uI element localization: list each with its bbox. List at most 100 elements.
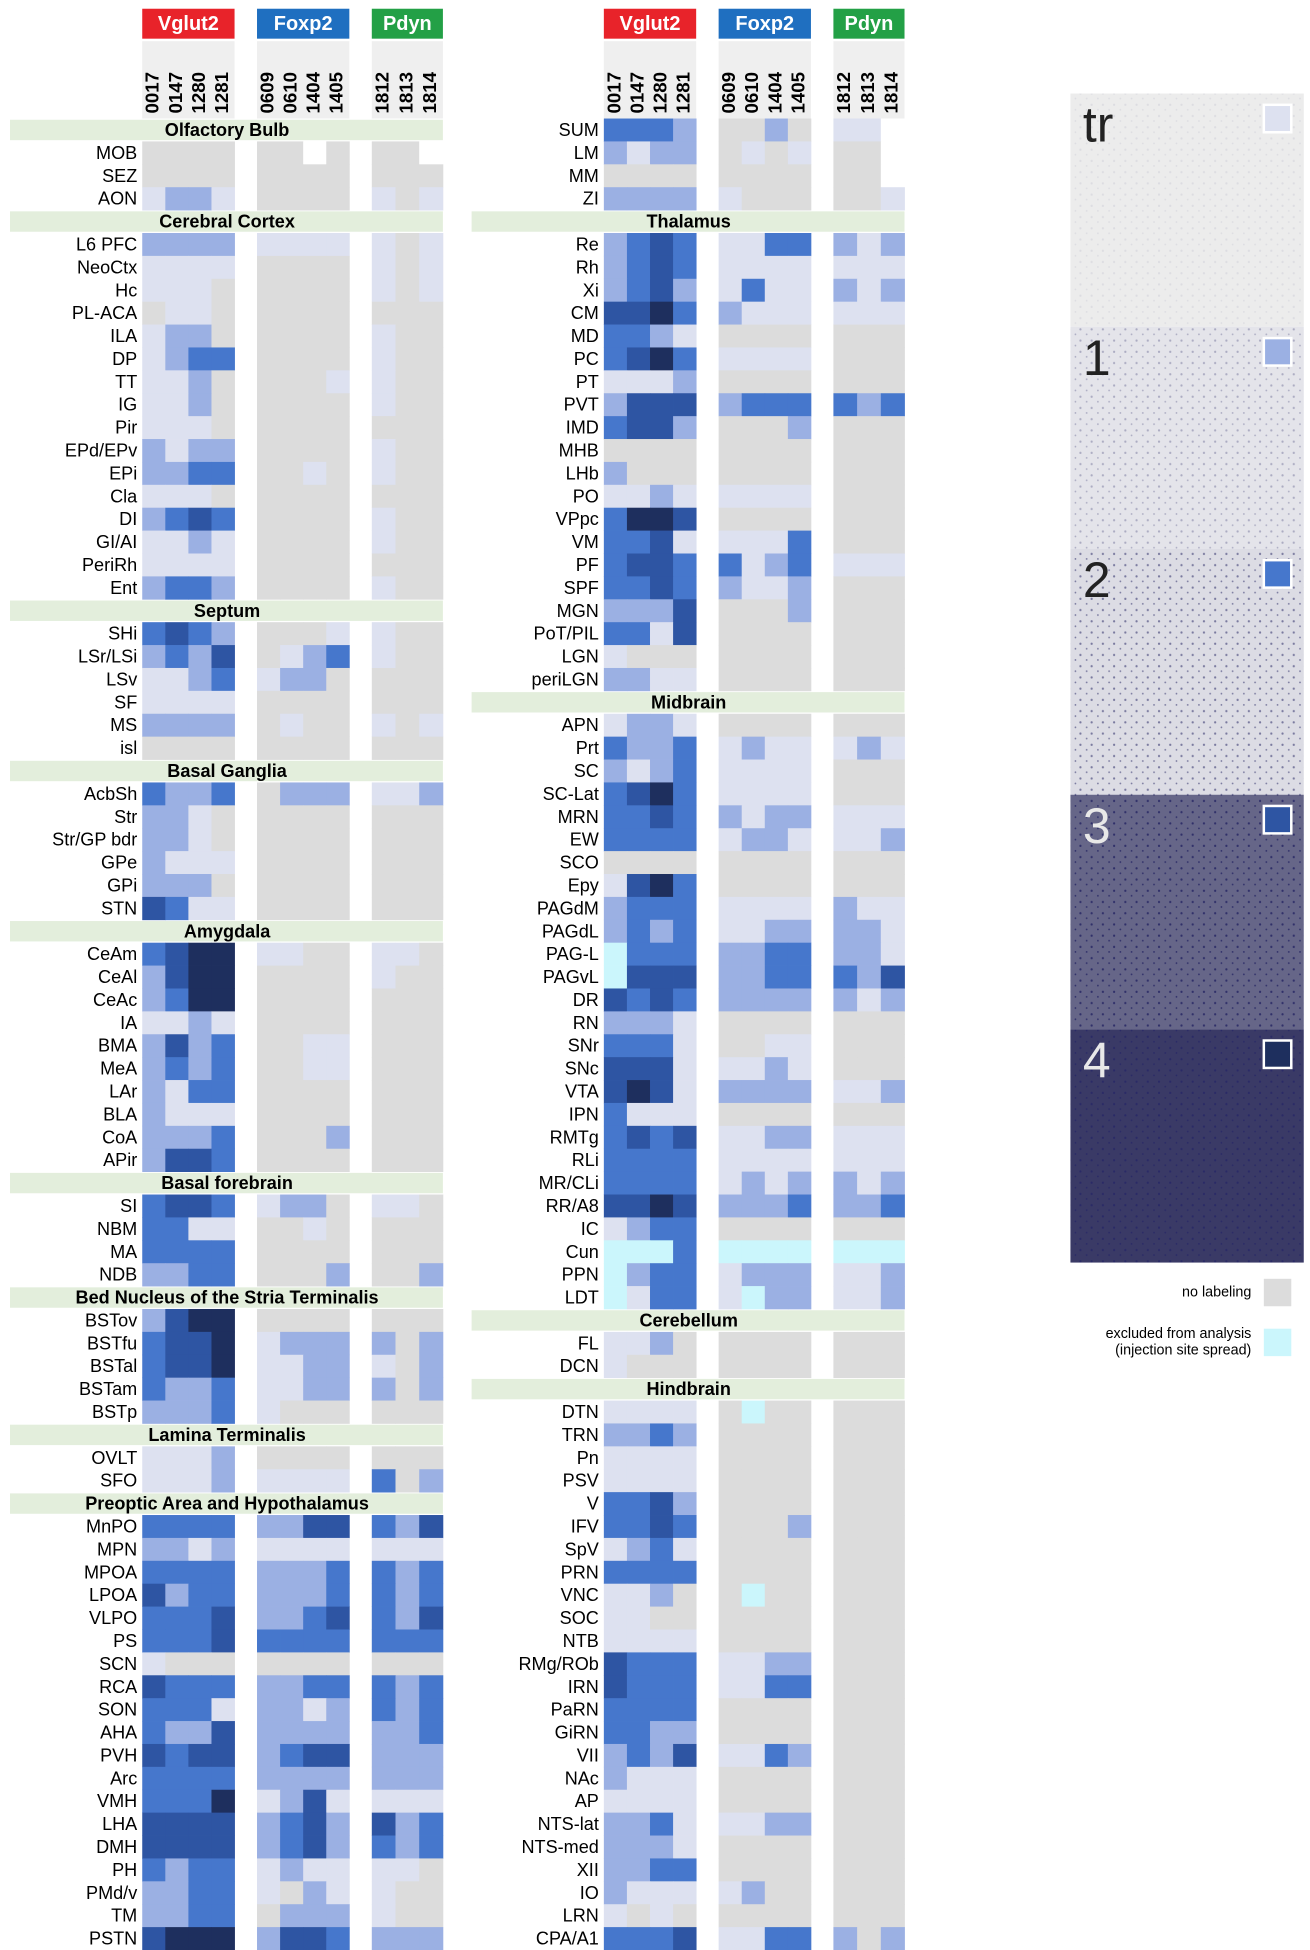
heat-cell bbox=[211, 1354, 235, 1379]
heat-cell bbox=[395, 1377, 420, 1401]
heat-cell bbox=[650, 1560, 674, 1585]
region-label: EPd/EPv bbox=[65, 441, 137, 461]
heat-cell bbox=[326, 370, 350, 394]
heat-cell bbox=[280, 736, 304, 760]
heat-cell bbox=[764, 416, 789, 440]
section-band bbox=[9, 600, 443, 621]
heat-cell bbox=[880, 301, 905, 325]
heat-cell bbox=[395, 1560, 420, 1585]
heat-cell bbox=[626, 118, 651, 142]
heat-cell bbox=[188, 1240, 212, 1264]
heat-cell bbox=[764, 1675, 789, 1699]
heat-cell bbox=[787, 1263, 812, 1287]
heat-cell bbox=[303, 1469, 327, 1493]
region-label: AcbSh bbox=[84, 784, 137, 804]
heat-cell bbox=[857, 1789, 882, 1814]
heat-cell bbox=[395, 1881, 420, 1905]
heat-cell bbox=[603, 118, 628, 142]
heat-cell bbox=[142, 370, 166, 394]
heat-cell bbox=[787, 1766, 812, 1791]
heat-cell bbox=[787, 1583, 812, 1607]
heat-cell bbox=[673, 736, 697, 760]
heat-cell bbox=[857, 1515, 882, 1539]
heat-cell bbox=[371, 736, 396, 760]
heat-cell bbox=[419, 1652, 444, 1676]
heat-cell bbox=[188, 187, 212, 211]
heat-cell bbox=[188, 1560, 212, 1585]
heat-cell bbox=[764, 393, 789, 417]
heat-cell bbox=[650, 1171, 674, 1195]
heat-cell bbox=[303, 851, 327, 875]
heat-cell bbox=[280, 1835, 304, 1859]
heat-cell bbox=[857, 1766, 882, 1791]
heat-cell bbox=[419, 1148, 444, 1172]
heat-cell bbox=[211, 1537, 235, 1562]
legend-label: (injection site spread) bbox=[1115, 1342, 1251, 1358]
heat-cell bbox=[303, 1080, 327, 1104]
heat-cell bbox=[257, 1698, 281, 1722]
heat-cell bbox=[211, 1721, 235, 1745]
heat-cell bbox=[280, 1858, 304, 1882]
heat-cell bbox=[880, 1835, 905, 1859]
region-label: LDT bbox=[565, 1288, 599, 1308]
heat-cell bbox=[395, 278, 420, 303]
heat-cell bbox=[326, 1057, 350, 1081]
heat-cell bbox=[650, 828, 674, 852]
heat-cell bbox=[326, 713, 350, 738]
heat-cell bbox=[419, 1102, 444, 1127]
heat-cell bbox=[257, 622, 281, 646]
heat-cell bbox=[857, 1537, 882, 1562]
heat-cell bbox=[741, 1446, 766, 1470]
heat-cell bbox=[787, 965, 812, 989]
heat-cell bbox=[188, 1835, 212, 1859]
heat-cell bbox=[303, 713, 327, 738]
heat-cell bbox=[188, 942, 212, 966]
heat-cell bbox=[165, 1743, 189, 1768]
heat-cell bbox=[165, 1721, 189, 1745]
group-box bbox=[833, 8, 905, 39]
heat-cell bbox=[603, 1240, 628, 1264]
section-band bbox=[9, 211, 443, 232]
heat-cell bbox=[303, 1583, 327, 1607]
heat-cell bbox=[257, 1927, 281, 1950]
group-label: Vglut2 bbox=[158, 13, 219, 35]
region-label: AHA bbox=[100, 1723, 138, 1743]
heat-cell bbox=[833, 118, 858, 142]
heat-cell bbox=[303, 1400, 327, 1424]
heat-cell bbox=[395, 1858, 420, 1882]
heat-cell bbox=[257, 1102, 281, 1127]
column-id: 1812 bbox=[372, 72, 393, 114]
heat-cell bbox=[650, 278, 674, 303]
heat-cell bbox=[880, 1263, 905, 1287]
heat-cell bbox=[395, 1102, 420, 1127]
heat-cell bbox=[395, 965, 420, 989]
heat-cell bbox=[165, 1217, 189, 1241]
heat-cell bbox=[280, 1034, 304, 1058]
heat-cell bbox=[326, 324, 350, 348]
heat-cell bbox=[857, 828, 882, 852]
heat-cell bbox=[419, 1446, 444, 1470]
heat-cell bbox=[787, 507, 812, 531]
heat-cell bbox=[764, 1515, 789, 1539]
heat-cell bbox=[741, 1789, 766, 1814]
heat-cell bbox=[603, 1835, 628, 1859]
heat-cell bbox=[188, 851, 212, 875]
heat-cell bbox=[188, 164, 212, 188]
heat-cell bbox=[880, 1469, 905, 1493]
heat-cell bbox=[787, 1675, 812, 1699]
heat-cell bbox=[326, 301, 350, 325]
heat-cell bbox=[741, 1675, 766, 1699]
heat-cell bbox=[833, 553, 858, 577]
heat-cell bbox=[673, 1515, 697, 1539]
heat-cell bbox=[142, 1057, 166, 1081]
heat-cell bbox=[764, 1423, 789, 1447]
heat-cell bbox=[211, 1858, 235, 1882]
heat-cell bbox=[326, 667, 350, 692]
heat-cell bbox=[626, 324, 651, 348]
heat-cell bbox=[188, 1583, 212, 1607]
heat-cell bbox=[603, 1766, 628, 1791]
heat-cell bbox=[142, 1766, 166, 1791]
group-label: Vglut2 bbox=[620, 13, 681, 35]
heat-cell bbox=[880, 1492, 905, 1516]
heat-cell bbox=[188, 324, 212, 348]
